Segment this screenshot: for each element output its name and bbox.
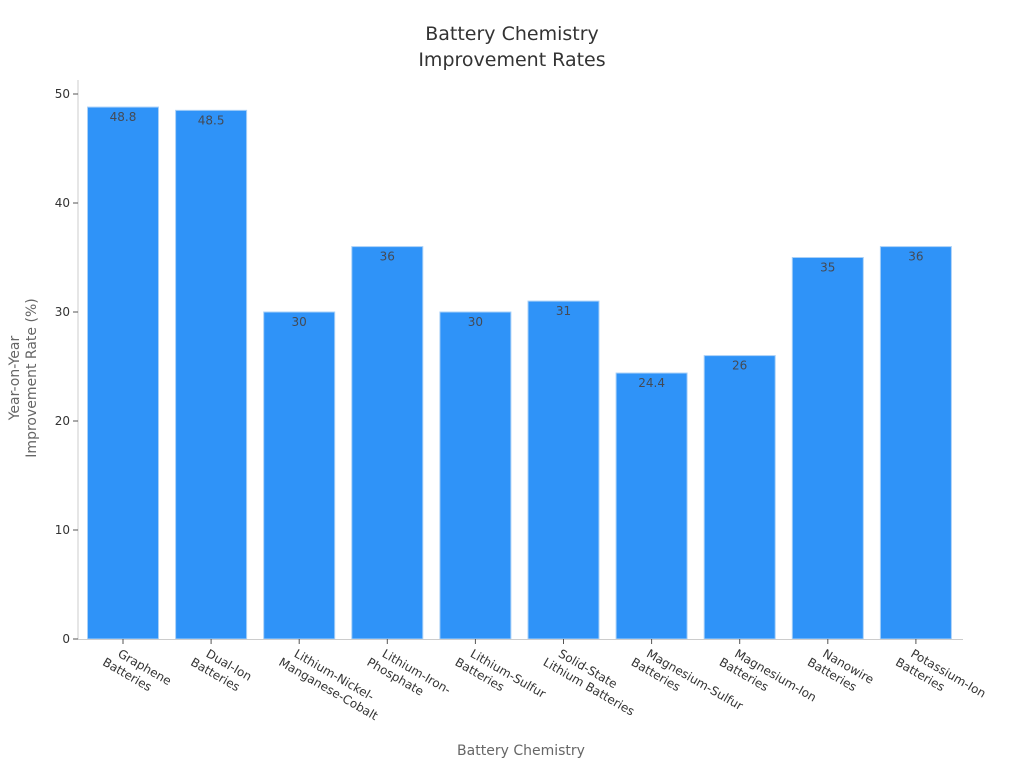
bar-value-label: 36 <box>908 250 923 264</box>
bar <box>615 372 688 640</box>
bar-value-label: 48.8 <box>110 110 137 124</box>
bar-value-label: 35 <box>820 261 835 275</box>
bars: 48.8 48.5 30 36 30 31 24.4 26 35 36 <box>87 106 952 640</box>
bar <box>263 311 336 640</box>
y-tick-label: 20 <box>55 414 70 428</box>
y-axis-label: Year-on-Year Improvement Rate (%) <box>7 298 40 457</box>
bar <box>439 311 512 640</box>
bar-value-label: 30 <box>468 315 483 329</box>
bar <box>791 257 864 640</box>
bar-value-label: 30 <box>292 315 307 329</box>
bar <box>527 300 600 640</box>
bar <box>879 246 952 640</box>
chart-title: Battery Chemistry Improvement Rates <box>418 23 605 71</box>
y-axis-label-line: Year-on-Year <box>7 335 23 421</box>
bar <box>87 106 159 640</box>
bar <box>703 355 776 640</box>
y-tick-label: 10 <box>55 523 70 537</box>
bar-value-label: 31 <box>556 304 571 318</box>
chart-title-line: Improvement Rates <box>418 49 605 71</box>
bar-value-label: 36 <box>380 250 395 264</box>
bar-value-label: 48.5 <box>198 113 225 127</box>
y-tick-label: 30 <box>55 305 70 319</box>
y-tick-label: 50 <box>55 87 70 101</box>
y-tick-label: 40 <box>55 196 70 210</box>
bar <box>175 109 248 640</box>
y-axis: 0 10 20 30 40 50 <box>55 80 79 646</box>
x-axis-label: Battery Chemistry <box>457 743 585 759</box>
y-tick-label: 0 <box>62 632 70 646</box>
bar <box>351 246 424 640</box>
y-axis-label-line: Improvement Rate (%) <box>24 298 40 457</box>
chart-title-line: Battery Chemistry <box>425 23 599 45</box>
x-tick-label: Lithium-Iron-Phosphate <box>365 646 454 698</box>
bar-value-label: 26 <box>732 359 747 373</box>
bar-value-label: 24.4 <box>638 376 665 390</box>
